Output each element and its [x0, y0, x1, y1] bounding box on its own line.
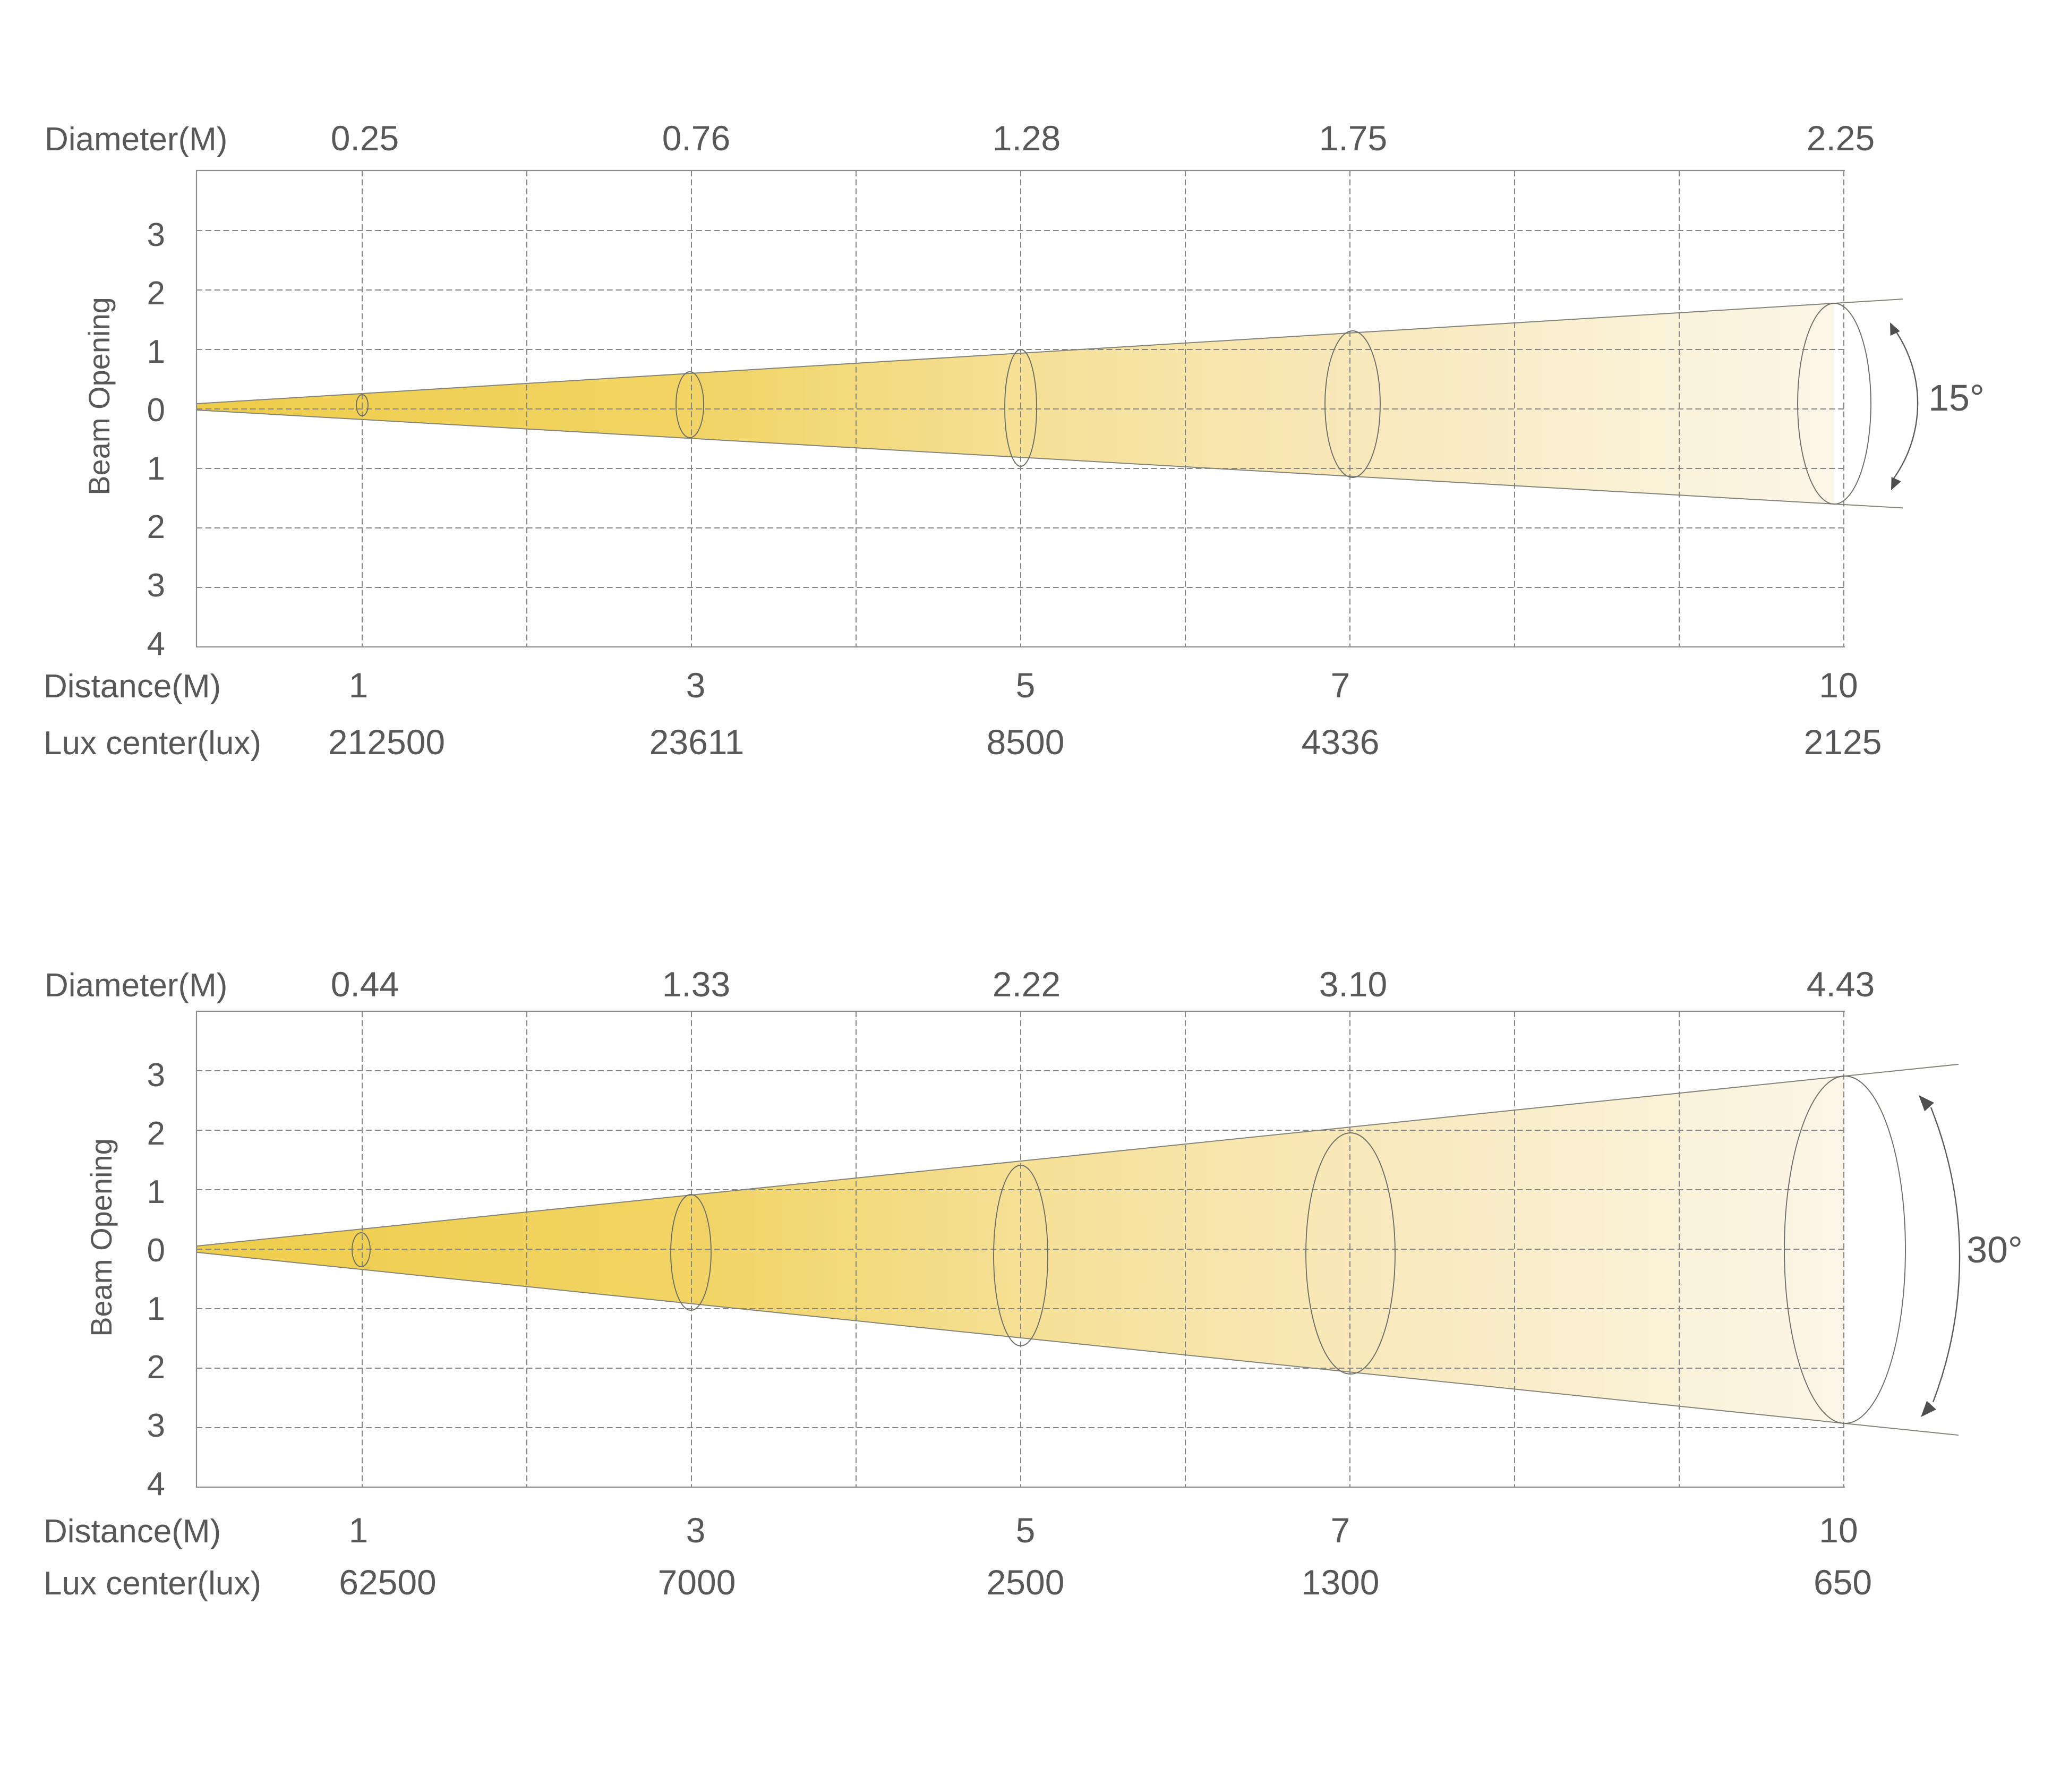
svg-text:0: 0 [147, 1232, 165, 1269]
svg-text:1.28: 1.28 [993, 118, 1061, 158]
svg-text:3: 3 [147, 567, 165, 604]
svg-text:4: 4 [147, 626, 165, 662]
svg-text:5: 5 [1016, 1511, 1036, 1550]
svg-text:0.76: 0.76 [662, 118, 730, 158]
svg-text:2500: 2500 [987, 1563, 1065, 1602]
svg-text:4.43: 4.43 [1807, 965, 1875, 1004]
svg-text:1: 1 [147, 334, 165, 370]
svg-text:10: 10 [1819, 665, 1858, 705]
svg-text:Distance(M): Distance(M) [44, 668, 221, 705]
svg-text:1.75: 1.75 [1319, 118, 1387, 158]
svg-text:1: 1 [147, 1174, 165, 1210]
svg-text:4336: 4336 [1302, 722, 1380, 762]
svg-text:3: 3 [147, 1407, 165, 1444]
svg-text:23611: 23611 [649, 722, 745, 762]
svg-text:650: 650 [1814, 1563, 1872, 1602]
svg-text:Diameter(M): Diameter(M) [45, 967, 227, 1004]
svg-text:15°: 15° [1928, 377, 1985, 419]
svg-text:0.44: 0.44 [331, 965, 399, 1004]
svg-text:2: 2 [147, 1115, 165, 1152]
svg-text:10: 10 [1819, 1511, 1858, 1550]
svg-text:3: 3 [686, 1511, 706, 1550]
svg-text:1: 1 [147, 450, 165, 487]
svg-text:3: 3 [147, 1057, 165, 1094]
svg-text:1.33: 1.33 [662, 965, 730, 1004]
svg-text:1: 1 [349, 1511, 369, 1550]
svg-text:7000: 7000 [658, 1563, 736, 1602]
svg-text:0: 0 [147, 392, 165, 429]
svg-text:30°: 30° [1966, 1229, 2023, 1270]
svg-text:Lux center(lux): Lux center(lux) [44, 1565, 261, 1602]
svg-text:7: 7 [1331, 665, 1350, 705]
svg-text:0.25: 0.25 [331, 118, 399, 158]
svg-text:3: 3 [686, 665, 706, 705]
svg-text:1: 1 [147, 1291, 165, 1327]
svg-text:2.25: 2.25 [1807, 118, 1875, 158]
svg-text:3: 3 [147, 217, 165, 253]
svg-text:7: 7 [1331, 1511, 1350, 1550]
svg-text:1300: 1300 [1302, 1563, 1380, 1602]
svg-text:Distance(M): Distance(M) [44, 1513, 221, 1550]
svg-text:2: 2 [147, 275, 165, 312]
svg-text:8500: 8500 [987, 722, 1065, 762]
svg-text:Beam Opening: Beam Opening [82, 297, 116, 496]
svg-text:2: 2 [147, 509, 165, 545]
svg-text:Lux center(lux): Lux center(lux) [44, 725, 261, 762]
svg-text:4: 4 [147, 1466, 165, 1503]
svg-text:2: 2 [147, 1349, 165, 1386]
svg-text:3.10: 3.10 [1319, 965, 1387, 1004]
svg-text:2.22: 2.22 [993, 965, 1061, 1004]
svg-text:5: 5 [1016, 665, 1036, 705]
svg-text:62500: 62500 [339, 1563, 437, 1602]
svg-text:Diameter(M): Diameter(M) [45, 121, 227, 158]
svg-text:212500: 212500 [328, 722, 445, 762]
svg-text:Beam Opening: Beam Opening [84, 1138, 118, 1337]
svg-text:1: 1 [349, 665, 369, 705]
svg-text:2125: 2125 [1804, 722, 1882, 762]
